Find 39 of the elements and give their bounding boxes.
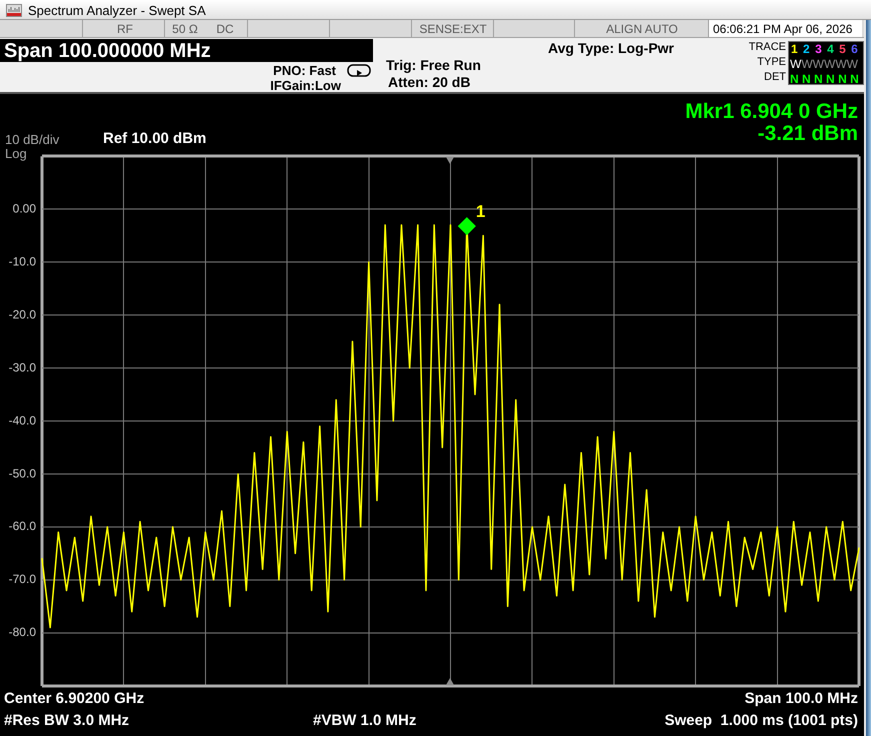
text: TYPE [757,56,786,68]
chart-title: Spectrum Analyzer - Swept SA [28,3,206,18]
text: RF [117,22,133,36]
text: Ref 10.00 dBm [103,130,206,147]
text: Atten: 20 dB [388,74,470,90]
text: -3.21 dBm [758,122,858,145]
text: Mkr1 6.904 0 GHz [685,100,858,123]
text: Sweep 1.000 ms (1001 pts) [664,712,858,729]
y-tick-label: -10.0 [8,254,36,268]
text: SENSE:EXT [419,22,487,36]
text: TRACE [748,41,786,53]
text: Span 100.000000 MHz [4,40,211,62]
text: 06:06:21 PM Apr 06, 2026 [713,22,852,36]
text: #Res BW 3.0 MHz [4,712,130,729]
y-tick-label: -30.0 [8,360,36,374]
text: ALIGN AUTO [606,22,678,36]
text: Center 6.90200 GHz [4,690,144,707]
y-tick-label: -20.0 [8,307,36,322]
text: DET [764,71,786,83]
text: 1 2 3 4 5 6 [791,42,859,56]
text: 10 dB/div [5,132,60,147]
text: Trig: Free Run [386,57,481,73]
text: DC [216,22,234,36]
text: 50 Ω [172,22,198,36]
y-tick-label: -60.0 [8,519,36,534]
y-tick-label: -50.0 [8,466,36,480]
text: IFGain:Low [270,78,341,93]
text: Log [5,146,27,161]
text: N N N N N N [790,72,859,86]
series-label: 1 [476,202,486,221]
text: Avg Type: Log-Pwr [548,40,674,56]
text: PNO: Fast [273,63,336,78]
y-tick-label: -70.0 [8,572,36,586]
text: Span 100.0 MHz [744,690,858,707]
y-tick-label: -40.0 [8,413,36,428]
text: WWWWWW [790,57,858,71]
y-tick-label: -80.0 [8,625,36,640]
y-tick-label: 0.00 [12,201,36,216]
text: #VBW 1.0 MHz [313,712,416,729]
